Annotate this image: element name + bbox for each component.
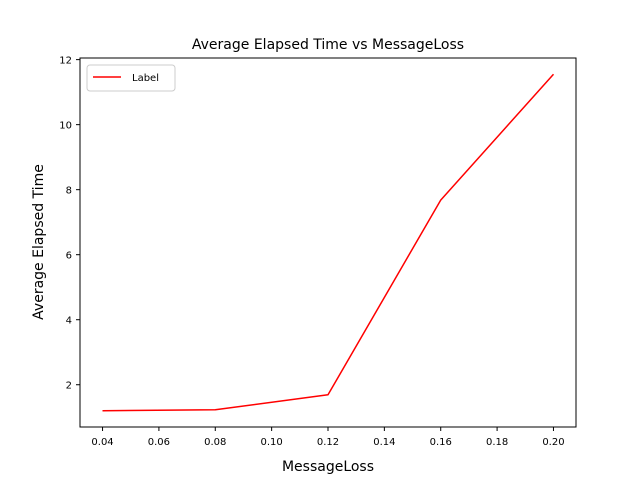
y-tick-label: 2: [66, 381, 72, 392]
y-tick-label: 12: [59, 56, 72, 67]
series-layer: [102, 73, 555, 412]
x-tick-label: 0.18: [486, 437, 508, 448]
x-tick-label: 0.06: [148, 437, 170, 448]
plot-area: [79, 57, 577, 428]
legend-box: [86, 64, 176, 92]
y-tick-label: 10: [59, 121, 72, 132]
x-axis-ticks: 0.04 0.06 0.08 0.10 0.12 0.14 0.16 0.18 0.20: [91, 427, 565, 448]
y-tick-label: 8: [66, 186, 72, 197]
y-axis-ticks: 2 4 6 8 10 12: [59, 56, 80, 392]
x-axis-label: MessageLoss: [282, 459, 374, 475]
y-axis-label: Average Elapsed Time: [31, 164, 47, 320]
x-tick-label: 0.10: [261, 437, 283, 448]
y-tick-label: 4: [66, 316, 72, 327]
x-tick-label: 0.20: [542, 437, 564, 448]
y-tick-label: 6: [66, 251, 72, 262]
chart-title: Average Elapsed Time vs MessageLoss: [192, 37, 464, 53]
x-tick-label: 0.12: [317, 437, 339, 448]
legend: Label: [86, 64, 176, 92]
series-line: [102, 73, 555, 412]
legend-label: Label: [132, 73, 159, 84]
plot-frame: [79, 57, 577, 428]
x-tick-label: 0.14: [373, 437, 395, 448]
x-tick-label: 0.08: [204, 437, 226, 448]
x-tick-label: 0.16: [430, 437, 452, 448]
x-tick-label: 0.04: [91, 437, 113, 448]
